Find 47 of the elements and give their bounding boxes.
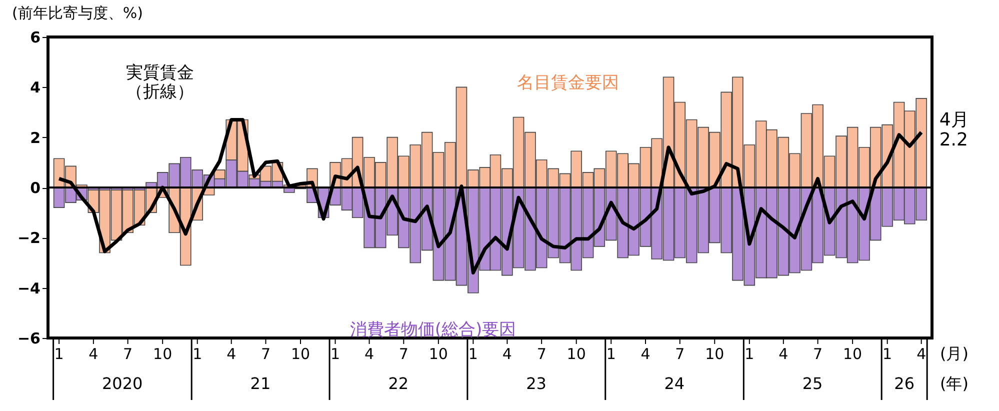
y-tick-label: 0 <box>30 179 40 197</box>
x-tick-label: 4 <box>916 345 926 363</box>
x-tick-label: 1 <box>606 345 616 363</box>
y-tick-label: −6 <box>17 330 40 348</box>
text: 消費者物価(総合)要因 <box>350 320 516 340</box>
x-tick-label: 7 <box>398 345 408 363</box>
text: 23 <box>526 374 546 393</box>
y-tick-label: −2 <box>17 229 40 248</box>
x-tick-label: 1 <box>192 345 202 363</box>
text: (年) <box>940 374 968 393</box>
x-tick-label: 10 <box>705 345 724 363</box>
y-axis-title: (前年比寄与度、%) <box>12 4 143 22</box>
x-axis-title: (月) <box>940 344 968 363</box>
x-tick-label: 4 <box>226 345 236 363</box>
x-tick-label: 10 <box>566 345 586 363</box>
x-tick-label: 7 <box>260 345 271 363</box>
annotation: 4月 2.2 <box>939 109 969 150</box>
text: 2020 <box>102 374 143 393</box>
text: 21 <box>250 374 271 393</box>
text: 26 <box>894 374 915 393</box>
y-tick-label: −4 <box>17 279 40 298</box>
x-tick-label: 1 <box>744 345 754 363</box>
text: 25 <box>802 374 823 393</box>
x-tick-label: 7 <box>813 345 823 363</box>
y-tick-label: 4 <box>30 78 40 97</box>
x-tick-label: 4 <box>502 345 512 363</box>
x-tick-label: 7 <box>123 345 133 363</box>
x-tick-label: 4 <box>88 345 98 363</box>
text: 24 <box>664 374 685 393</box>
x-tick-label: 4 <box>640 345 650 363</box>
x-tick-label: 10 <box>428 345 448 363</box>
x-tick-label: 10 <box>843 345 862 363</box>
x-tick-label: 1 <box>54 345 64 363</box>
x-tick-label: 4 <box>364 345 374 363</box>
y-tick-label: 6 <box>30 28 40 46</box>
text: 22 <box>388 374 409 393</box>
x-tick-label: 1 <box>468 345 478 363</box>
x-tick-label: 7 <box>675 345 685 363</box>
x-tick-label: 7 <box>536 345 546 363</box>
series-label: 名目賃金要因 <box>517 73 619 93</box>
x-tick-label: 10 <box>153 345 172 363</box>
x-tick-label: 1 <box>882 345 892 363</box>
x-tick-label: 1 <box>330 345 340 363</box>
text: 実質賃金（折線） <box>126 63 194 102</box>
x-tick-label: 10 <box>290 345 310 363</box>
x-tick-label: 4 <box>778 345 788 363</box>
y-tick-label: 2 <box>30 128 40 147</box>
